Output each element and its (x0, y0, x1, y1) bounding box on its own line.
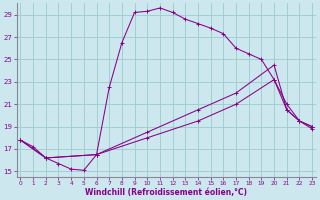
X-axis label: Windchill (Refroidissement éolien,°C): Windchill (Refroidissement éolien,°C) (85, 188, 247, 197)
